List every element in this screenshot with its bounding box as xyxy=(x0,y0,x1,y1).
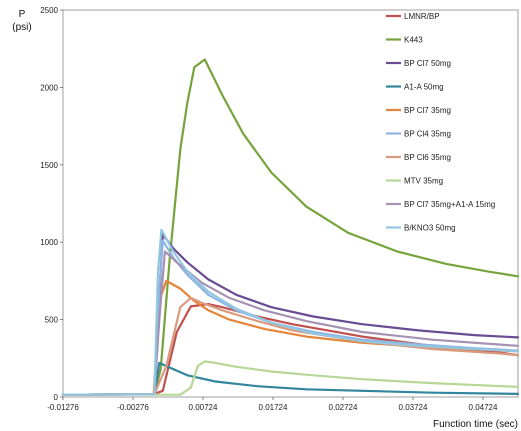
x-tick-label: -0.00276 xyxy=(117,403,149,412)
legend-label-4: A1-A 50mg xyxy=(404,83,444,92)
legend-label-6: BP Cl4 35mg xyxy=(404,130,451,139)
x-tick-label: 0.04724 xyxy=(469,403,498,412)
legend-label-10: B/KNO3 50mg xyxy=(404,224,456,233)
x-tick-label: 0.03724 xyxy=(399,403,428,412)
series-line-7 xyxy=(61,296,520,396)
legend-label-3: BP Cl7 50mg xyxy=(404,59,451,68)
legend-label-2: K443 xyxy=(404,36,423,45)
legend-label-8: MTV 35mg xyxy=(404,177,443,186)
x-tick-label: 0.00724 xyxy=(189,403,218,412)
y-axis-unit: (psi) xyxy=(12,22,31,33)
y-tick-label: 2000 xyxy=(40,83,58,92)
y-tick-label: 2500 xyxy=(40,6,58,15)
x-tick-label: 0.01724 xyxy=(259,403,288,412)
y-tick-label: 1000 xyxy=(40,238,58,247)
y-axis-title: P xyxy=(19,9,26,20)
series-line-6 xyxy=(61,239,520,396)
series-line-8 xyxy=(61,360,520,396)
series-line-10 xyxy=(61,228,520,396)
series-line-9 xyxy=(61,250,520,396)
axes: -0.01276 -0.00276 0.00724 0.01724 0.02724 0.0… xyxy=(12,6,518,430)
series-line-2 xyxy=(61,58,520,396)
x-axis-title: Function time (sec) xyxy=(433,419,518,430)
legend-label-1: LMNR/BP xyxy=(404,12,440,21)
y-tick-label: 0 xyxy=(54,393,59,402)
legend-label-9: BP Cl7 35mg+A1-A 15mg xyxy=(404,200,495,209)
legend-label-5: BP Cl7 35mg xyxy=(404,106,451,115)
y-tick-label: 1500 xyxy=(40,161,58,170)
x-tick-label: 0.02724 xyxy=(329,403,358,412)
series-line-4 xyxy=(61,361,520,396)
y-tick-label: 500 xyxy=(45,316,59,325)
series-layer xyxy=(61,58,520,396)
x-tick-label: -0.01276 xyxy=(47,403,79,412)
legend: LMNR/BP K443 BP Cl7 50mg A1-A 50mg BP Cl7 35… xyxy=(386,12,495,233)
legend-label-7: BP Cl6 35mg xyxy=(404,153,451,162)
